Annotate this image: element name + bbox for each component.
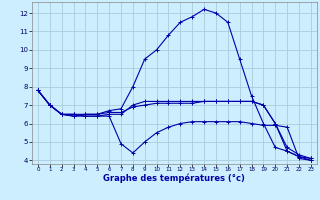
X-axis label: Graphe des températures (°c): Graphe des températures (°c) xyxy=(103,174,245,183)
